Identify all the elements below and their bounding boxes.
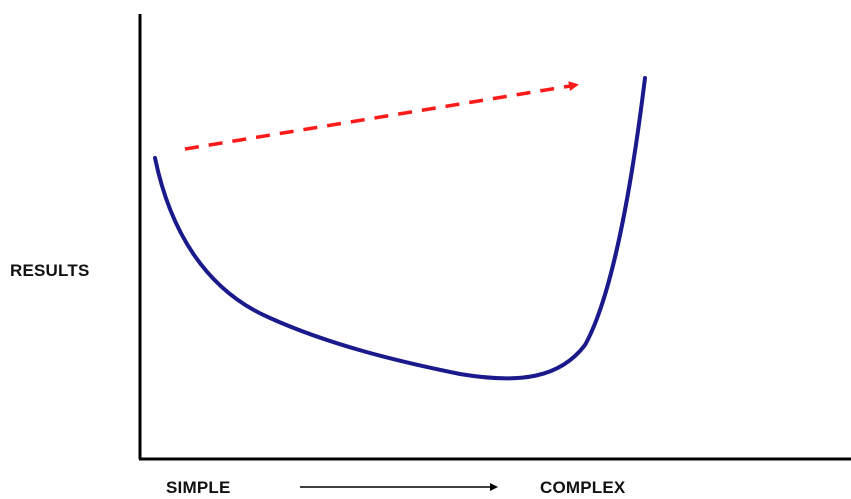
y-axis-label: RESULTS bbox=[10, 261, 90, 280]
results-curve bbox=[153, 76, 647, 381]
trend-arrow bbox=[184, 81, 579, 151]
x-axis-end-label: COMPLEX bbox=[540, 478, 626, 497]
x-axis-start-label: SIMPLE bbox=[166, 478, 231, 497]
